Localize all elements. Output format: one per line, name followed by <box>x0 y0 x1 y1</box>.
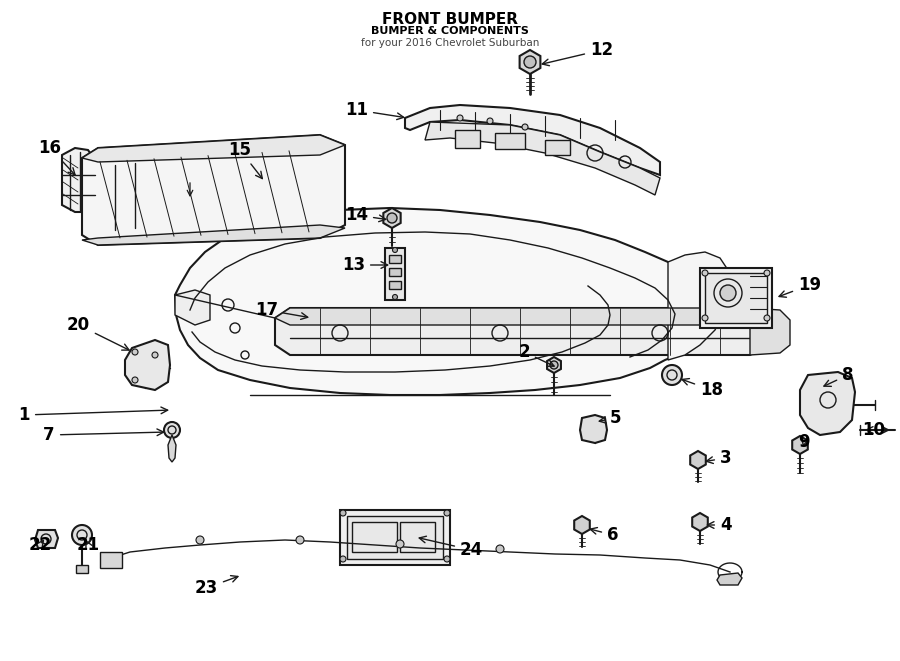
Text: 15: 15 <box>229 141 262 178</box>
Bar <box>385 248 405 300</box>
Circle shape <box>662 365 682 385</box>
Polygon shape <box>383 208 400 228</box>
Circle shape <box>524 56 536 68</box>
Polygon shape <box>275 308 768 355</box>
Circle shape <box>764 315 770 321</box>
Circle shape <box>522 124 528 130</box>
Text: 14: 14 <box>345 206 386 224</box>
Bar <box>347 516 443 559</box>
Circle shape <box>164 422 180 438</box>
Circle shape <box>296 536 304 544</box>
Polygon shape <box>275 308 768 325</box>
Circle shape <box>702 315 708 321</box>
Circle shape <box>392 247 398 253</box>
Bar <box>100 552 122 568</box>
Text: 12: 12 <box>542 41 613 65</box>
Circle shape <box>152 352 158 358</box>
Circle shape <box>764 270 770 276</box>
Polygon shape <box>82 225 345 245</box>
Bar <box>455 130 480 148</box>
Text: 24: 24 <box>419 536 483 559</box>
Text: 9: 9 <box>798 433 810 451</box>
Circle shape <box>132 349 138 355</box>
Text: 10: 10 <box>862 421 885 439</box>
Text: FRONT BUMPER: FRONT BUMPER <box>382 12 518 27</box>
Bar <box>400 522 435 552</box>
Text: 1: 1 <box>19 406 167 424</box>
Text: 2: 2 <box>518 343 554 366</box>
Circle shape <box>496 545 504 553</box>
Text: 3: 3 <box>706 449 732 467</box>
Text: for your 2016 Chevrolet Suburban: for your 2016 Chevrolet Suburban <box>361 38 539 48</box>
Polygon shape <box>125 340 170 390</box>
Bar <box>389 268 401 276</box>
Bar <box>389 255 401 263</box>
Bar <box>340 510 450 565</box>
Polygon shape <box>35 530 58 548</box>
Polygon shape <box>692 513 707 531</box>
Circle shape <box>702 270 708 276</box>
Polygon shape <box>800 372 855 435</box>
Text: 23: 23 <box>194 576 238 597</box>
Polygon shape <box>547 357 561 373</box>
Polygon shape <box>405 105 660 175</box>
Circle shape <box>387 213 397 223</box>
Polygon shape <box>519 50 540 74</box>
Text: 18: 18 <box>682 379 723 399</box>
Text: BUMPER & COMPONENTS: BUMPER & COMPONENTS <box>371 26 529 36</box>
Bar <box>545 140 570 155</box>
Polygon shape <box>175 208 715 395</box>
Polygon shape <box>82 135 345 162</box>
Circle shape <box>457 115 463 121</box>
Bar <box>700 268 772 328</box>
Polygon shape <box>668 252 728 360</box>
Circle shape <box>550 361 558 369</box>
Polygon shape <box>168 435 176 462</box>
Circle shape <box>444 556 450 562</box>
Polygon shape <box>82 135 345 245</box>
Circle shape <box>392 295 398 299</box>
Circle shape <box>487 118 493 124</box>
Circle shape <box>72 525 92 545</box>
Circle shape <box>396 540 404 548</box>
Circle shape <box>196 536 204 544</box>
Text: 16: 16 <box>39 139 75 175</box>
Polygon shape <box>62 148 95 212</box>
Text: 7: 7 <box>43 426 164 444</box>
Circle shape <box>720 285 736 301</box>
Bar <box>495 133 525 149</box>
Text: 22: 22 <box>29 536 51 554</box>
Text: 13: 13 <box>342 256 388 274</box>
Circle shape <box>444 510 450 516</box>
Text: 5: 5 <box>599 409 622 427</box>
Polygon shape <box>175 290 210 325</box>
Polygon shape <box>580 415 607 443</box>
Text: 19: 19 <box>779 276 821 297</box>
Bar <box>352 522 397 552</box>
Polygon shape <box>574 516 590 534</box>
Bar <box>705 273 767 323</box>
Circle shape <box>340 510 346 516</box>
Polygon shape <box>690 451 706 469</box>
Text: 21: 21 <box>76 536 100 554</box>
Text: 4: 4 <box>707 516 732 534</box>
Text: 11: 11 <box>345 101 404 120</box>
Text: 6: 6 <box>590 526 618 544</box>
Circle shape <box>132 377 138 383</box>
Bar <box>76 565 88 573</box>
Polygon shape <box>750 308 790 355</box>
Circle shape <box>340 556 346 562</box>
Text: 17: 17 <box>255 301 308 319</box>
Polygon shape <box>425 122 660 195</box>
Text: 8: 8 <box>824 366 853 386</box>
Polygon shape <box>717 573 742 585</box>
Text: 20: 20 <box>67 316 129 350</box>
Bar <box>389 281 401 289</box>
Polygon shape <box>792 436 808 454</box>
